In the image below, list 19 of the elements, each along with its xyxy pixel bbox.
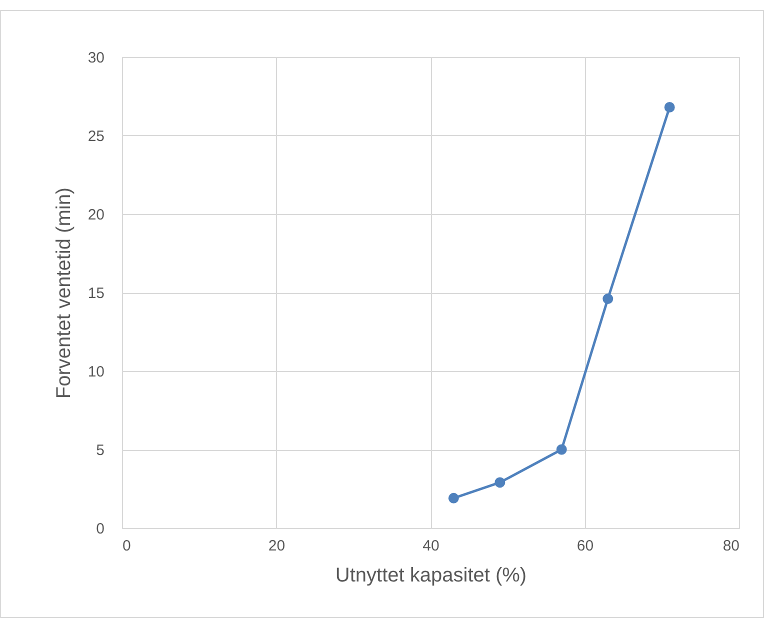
x-axis-title: Utnyttet kapasitet (%): [335, 564, 527, 586]
y-tick-label: 5: [96, 442, 104, 459]
x-tick-label: 20: [268, 538, 286, 554]
y-tick-label: 30: [88, 50, 104, 66]
x-tick-label: 60: [576, 538, 594, 554]
y-tick-label: 10: [88, 364, 104, 380]
y-tick-label: 0: [96, 520, 104, 538]
y-tick-label: 20: [88, 206, 104, 224]
x-tick-label: 80: [722, 538, 740, 554]
y-tick-label: 25: [88, 128, 104, 145]
point: [602, 294, 614, 304]
y-tick-label: 15: [88, 285, 104, 302]
x-tick-label: 0: [122, 538, 131, 554]
point: [448, 492, 459, 504]
point: [494, 477, 506, 488]
y-axis-title: Forventet ventetid (min): [52, 187, 75, 399]
point: [664, 102, 675, 112]
x-tick-label: 40: [422, 538, 440, 554]
point: [556, 444, 567, 455]
